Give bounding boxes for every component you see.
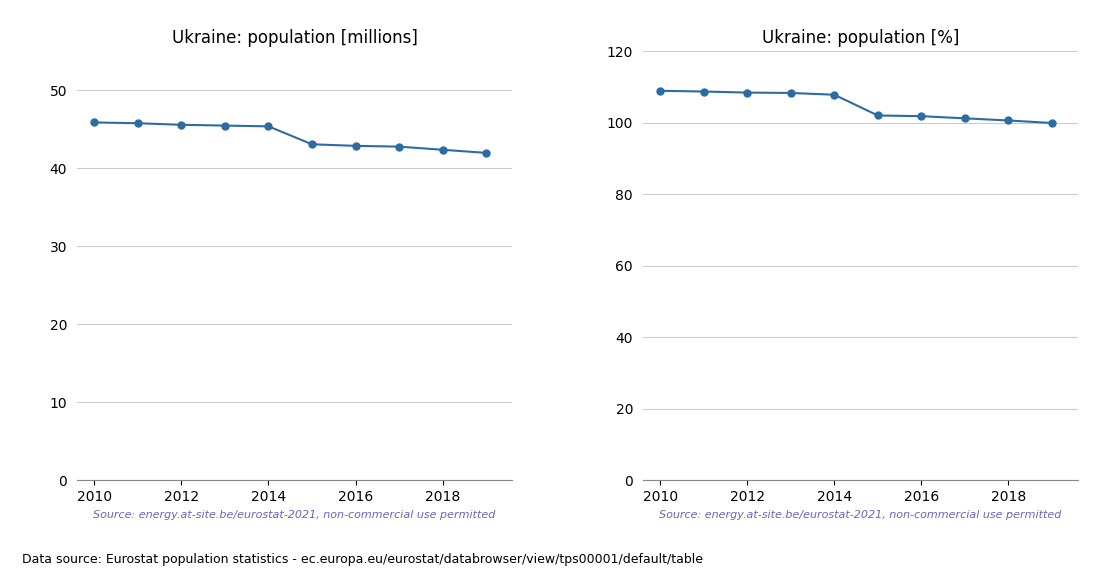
- Title: Ukraine: population [%]: Ukraine: population [%]: [761, 29, 959, 47]
- X-axis label: Source: energy.at-site.be/eurostat-2021, non-commercial use permitted: Source: energy.at-site.be/eurostat-2021,…: [94, 510, 496, 520]
- X-axis label: Source: energy.at-site.be/eurostat-2021, non-commercial use permitted: Source: energy.at-site.be/eurostat-2021,…: [659, 510, 1062, 520]
- Title: Ukraine: population [millions]: Ukraine: population [millions]: [172, 29, 418, 47]
- Text: Data source: Eurostat population statistics - ec.europa.eu/eurostat/databrowser/: Data source: Eurostat population statist…: [22, 553, 703, 566]
